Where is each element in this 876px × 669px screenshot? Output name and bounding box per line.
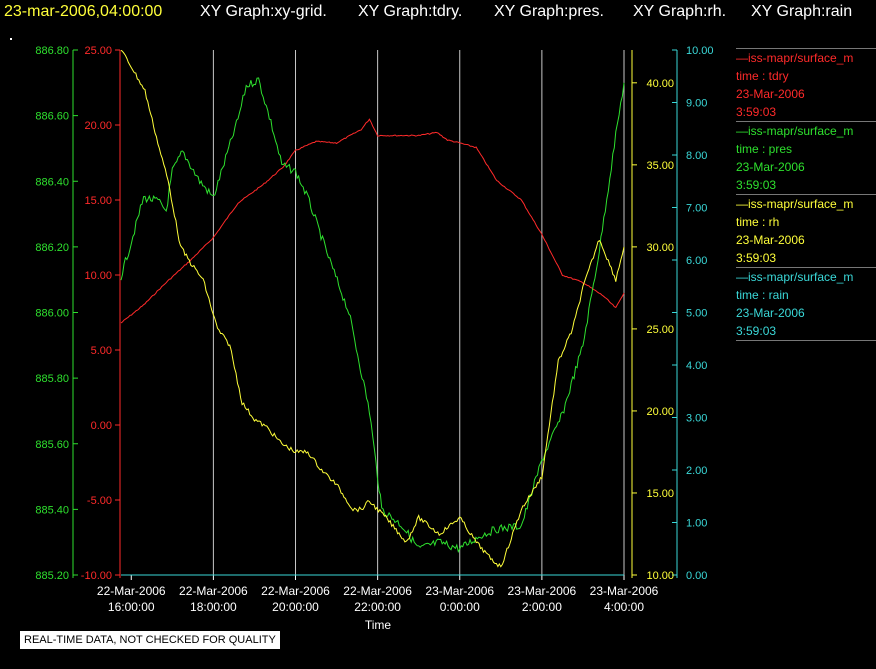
pres-tick-label: 886.40 — [35, 176, 69, 188]
quality-notice: REAL-TIME DATA, NOT CHECKED FOR QUALITY — [20, 631, 280, 649]
pres-tick-label: 885.60 — [35, 439, 69, 451]
tdry-tick-label: 20.00 — [84, 120, 112, 132]
legend-entry-rain: —iss-mapr/surface_m time : rain 23-Mar-2… — [736, 267, 876, 341]
tdry-tick-label: 5.00 — [91, 345, 112, 357]
legend-entry-tdry: —iss-mapr/surface_m time : tdry 23-Mar-2… — [736, 48, 876, 121]
legend-time: 3:59:03 — [736, 178, 777, 192]
pres-tick-label: 885.20 — [35, 570, 69, 582]
x-tick-label-date: 23-Mar-2006 — [590, 584, 659, 598]
x-tick-label-date: 23-Mar-2006 — [425, 584, 494, 598]
header-bar: 23-mar-2006,04:00:00 XY Graph:xy-grid. X… — [0, 0, 876, 28]
rh-tick-label: 20.00 — [646, 406, 674, 418]
x-tick-label-time: 20:00:00 — [272, 600, 319, 614]
x-tick-label-date: 22-Mar-2006 — [343, 584, 412, 598]
rain-tick-label: 3.00 — [686, 413, 707, 425]
rain-tick-label: 2.00 — [686, 465, 707, 477]
legend-series-name: —iss-mapr/surface_m — [736, 197, 854, 211]
legend-field: time : pres — [736, 142, 793, 156]
legend-entry-pres: —iss-mapr/surface_m time : pres 23-Mar-2… — [736, 121, 876, 194]
rh-tick-label: 10.00 — [646, 570, 674, 582]
x-tick-label-date: 22-Mar-2006 — [97, 584, 166, 598]
x-tick-label-date: 22-Mar-2006 — [261, 584, 330, 598]
rain-tick-label: 7.00 — [686, 203, 707, 215]
legend-field: time : rh — [736, 215, 780, 229]
tdry-tick-label: 25.00 — [84, 45, 112, 57]
pres-tick-label: 885.80 — [35, 373, 69, 385]
legend-time: 3:59:03 — [736, 251, 777, 265]
rh-tick-label: 40.00 — [646, 78, 674, 90]
rain-tick-label: 10.00 — [686, 45, 714, 57]
series-line-pres — [120, 77, 625, 553]
legend-series-name: —iss-mapr/surface_m — [736, 51, 854, 65]
rain-tick-label: 4.00 — [686, 360, 707, 372]
legend-series-name: —iss-mapr/surface_m — [736, 124, 854, 138]
graph-title-rain: XY Graph:rain — [751, 3, 853, 20]
rain-tick-label: 1.00 — [686, 518, 707, 530]
legend-time: 3:59:03 — [736, 105, 777, 119]
rain-tick-label: 0.00 — [686, 570, 707, 582]
x-tick-label-time: 16:00:00 — [108, 600, 155, 614]
rh-tick-label: 25.00 — [646, 324, 674, 336]
rh-tick-label: 15.00 — [646, 488, 674, 500]
legend: —iss-mapr/surface_m time : tdry 23-Mar-2… — [736, 48, 876, 341]
pres-tick-label: 886.00 — [35, 308, 69, 320]
graph-title-tdry: XY Graph:tdry. — [358, 3, 463, 20]
series-lines — [120, 49, 625, 576]
legend-date: 23-Mar-2006 — [736, 160, 805, 174]
rh-tick-label: 35.00 — [646, 160, 674, 172]
grid-lines — [212, 50, 625, 575]
pres-tick-label: 885.40 — [35, 504, 69, 516]
rain-tick-label: 8.00 — [686, 150, 707, 162]
legend-date: 23-Mar-2006 — [736, 306, 805, 320]
rain-tick-label: 5.00 — [686, 308, 707, 320]
timestamp: 23-mar-2006,04:00:00 — [4, 3, 163, 20]
legend-date: 23-Mar-2006 — [736, 233, 805, 247]
tdry-tick-label: 15.00 — [84, 195, 112, 207]
rain-tick-label: 9.00 — [686, 98, 707, 110]
legend-series-name: —iss-mapr/surface_m — [736, 270, 854, 284]
rain-tick-label: 6.00 — [686, 255, 707, 267]
legend-date: 23-Mar-2006 — [736, 87, 805, 101]
pres-tick-label: 886.80 — [35, 45, 69, 57]
tdry-tick-label: 10.00 — [84, 270, 112, 282]
x-tick-label-time: 2:00:00 — [522, 600, 562, 614]
x-tick-label-time: 0:00:00 — [440, 600, 480, 614]
series-line-tdry — [120, 118, 625, 324]
graph-title-xy-grid: XY Graph:xy-grid. — [200, 3, 327, 20]
x-tick-label-time: 18:00:00 — [190, 600, 237, 614]
series-line-rh — [120, 49, 625, 568]
legend-field: time : rain — [736, 288, 789, 302]
tdry-tick-label: -10.00 — [81, 570, 112, 582]
pres-tick-label: 886.60 — [35, 111, 69, 123]
tick-labels: 22-Mar-2006 16:00:00 22-Mar-2006 18:00:00 22… — [35, 45, 713, 614]
legend-time: 3:59:03 — [736, 324, 777, 338]
legend-entry-rh: —iss-mapr/surface_m time : rh 23-Mar-200… — [736, 194, 876, 267]
marker-dot — [10, 38, 12, 40]
graph-title-pres: XY Graph:pres. — [494, 3, 604, 20]
legend-field: time : tdry — [736, 69, 789, 83]
pres-tick-label: 886.20 — [35, 242, 69, 254]
x-tick-label-date: 22-Mar-2006 — [179, 584, 248, 598]
x-axis-label: Time — [365, 618, 392, 632]
graph-title-rh: XY Graph:rh. — [633, 3, 727, 20]
x-tick-label-time: 4:00:00 — [604, 600, 644, 614]
tdry-tick-label: 0.00 — [91, 420, 112, 432]
x-tick-label-date: 23-Mar-2006 — [508, 584, 577, 598]
x-tick-label-time: 22:00:00 — [354, 600, 401, 614]
rh-tick-label: 30.00 — [646, 242, 674, 254]
tdry-tick-label: -5.00 — [87, 495, 112, 507]
